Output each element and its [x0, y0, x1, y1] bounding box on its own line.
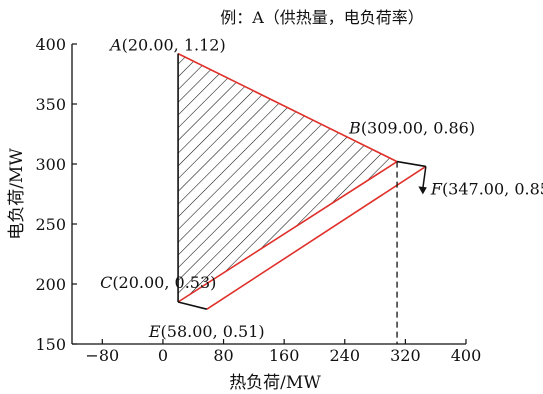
line-AB: [177, 52, 398, 163]
line-BC: [177, 160, 398, 303]
arrow-shaft: [422, 166, 427, 189]
plot-area: [177, 52, 427, 344]
y-tick-label: 300: [35, 155, 66, 174]
arrow-from-f: [418, 166, 427, 195]
point-label-E: E(58.00, 0.51): [148, 322, 265, 341]
x-axis-title: 热负荷/MW: [229, 373, 321, 393]
line-EF: [206, 165, 427, 310]
x-tick-label: 160: [269, 346, 300, 365]
point-label-F: F(347.00, 0.85): [430, 179, 543, 198]
line-BF: [396, 160, 426, 168]
point-label-A: A(20.00, 1.12): [108, 36, 226, 55]
x-tick-label: −80: [85, 346, 119, 365]
y-tick-label: 350: [35, 95, 66, 114]
boundary-lines: [177, 52, 427, 310]
line-CE: [177, 301, 208, 310]
y-axis-title: 电负荷/MW: [7, 148, 27, 240]
axes: −80 0 80 160 240 320 400 150 200 250 300 350 400: [35, 35, 481, 365]
x-tick-label: 0: [158, 346, 168, 365]
arrow-head: [418, 186, 427, 195]
y-tick-label: 200: [35, 275, 66, 294]
y-tick-label: 400: [35, 35, 66, 54]
point-label-C: C(20.00, 0.53): [100, 273, 216, 292]
x-ticks: −80 0 80 160 240 320 400: [85, 339, 481, 365]
y-tick-label: 150: [35, 335, 66, 354]
x-tick-label: 80: [213, 346, 233, 365]
y-tick-label: 250: [35, 215, 66, 234]
hatched-region: [178, 53, 398, 302]
point-labels: A(20.00, 1.12) B(309.00, 0.86) C(20.00, 0.…: [100, 36, 543, 342]
x-tick-label: 320: [390, 346, 421, 365]
x-tick-label: 400: [451, 346, 482, 365]
point-label-B: B(309.00, 0.86): [348, 119, 475, 138]
legend-note: 例：A（供热量，电负荷率）: [220, 8, 424, 27]
x-tick-label: 240: [329, 346, 360, 365]
y-ticks: 150 200 250 300 350 400: [35, 35, 77, 354]
